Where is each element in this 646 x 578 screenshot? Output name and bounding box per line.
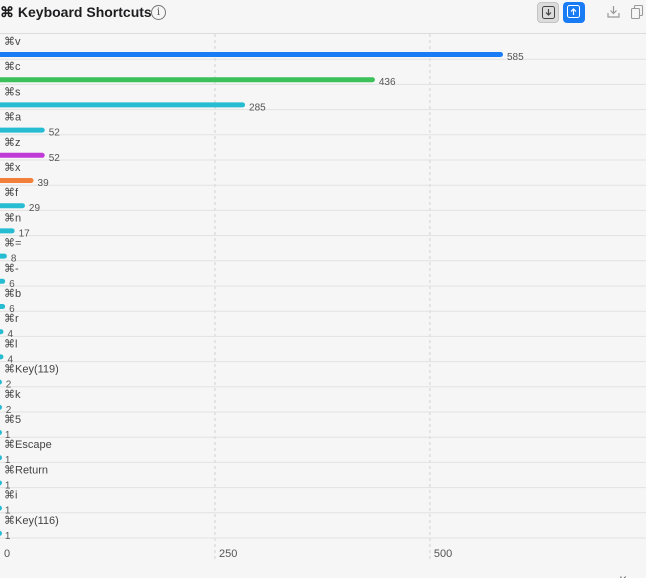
sort-descending-button[interactable] (537, 2, 559, 23)
category-label: ⌘a (4, 112, 22, 124)
bar (0, 102, 246, 108)
category-label: ⌘x (4, 162, 21, 174)
category-label: ⌘r (4, 313, 19, 325)
value-label: 1 (5, 506, 11, 517)
bar (0, 379, 2, 385)
download-icon (607, 6, 620, 18)
value-label: 17 (19, 228, 31, 239)
value-label: 1 (5, 480, 11, 491)
bar (0, 530, 2, 536)
value-label: 4 (7, 354, 13, 365)
bar (0, 278, 6, 284)
category-label: ⌘n (4, 212, 21, 224)
sort-ascending-button[interactable] (563, 2, 585, 23)
value-label: 1 (5, 531, 11, 542)
category-label: ⌘Return (4, 464, 48, 476)
x-axis-title: Keys (620, 575, 645, 578)
info-icon[interactable]: i (151, 5, 166, 20)
bar (0, 455, 2, 461)
value-label: 2 (6, 380, 12, 391)
value-label: 4 (7, 329, 13, 340)
value-label: 1 (5, 430, 11, 441)
value-label: 52 (49, 128, 61, 139)
bar (0, 329, 4, 335)
x-tick-label: 0 (4, 548, 10, 560)
bar (0, 505, 2, 511)
bar (0, 304, 6, 309)
bar (0, 77, 375, 83)
category-label: ⌘i (4, 490, 17, 502)
bar (0, 404, 2, 410)
category-label: ⌘Key(116) (4, 515, 59, 527)
bar (0, 253, 7, 259)
bar (0, 178, 34, 183)
category-label: ⌘v (4, 36, 21, 48)
bar (0, 203, 25, 209)
category-label: ⌘k (4, 389, 21, 401)
bar (0, 480, 2, 486)
category-label: ⌘z (4, 137, 21, 149)
value-label: 52 (49, 153, 61, 164)
sort-descending-icon (542, 6, 555, 19)
chart-title: ⌘ Keyboard Shortcuts (0, 4, 152, 20)
bar (0, 228, 15, 234)
header-divider (0, 33, 646, 34)
bar (0, 354, 4, 360)
value-label: 436 (379, 77, 396, 88)
category-label: ⌘Escape (4, 439, 52, 451)
category-label: ⌘l (4, 338, 17, 350)
bar (0, 52, 503, 57)
value-label: 2 (6, 405, 12, 416)
value-label: 8 (11, 254, 17, 265)
bar (0, 152, 45, 158)
category-label: ⌘5 (4, 414, 21, 426)
category-label: ⌘b (4, 288, 21, 300)
copy-button[interactable] (627, 2, 646, 23)
x-tick-label: 250 (219, 548, 237, 560)
bar (0, 430, 2, 435)
bar (0, 127, 45, 133)
value-label: 39 (38, 178, 50, 189)
sort-ascending-icon (567, 5, 580, 18)
category-label: ⌘f (4, 187, 19, 199)
category-label: ⌘= (4, 238, 21, 250)
category-label: ⌘Key(119) (4, 364, 59, 376)
value-label: 585 (507, 52, 524, 63)
value-label: 29 (29, 203, 41, 214)
download-button[interactable] (603, 2, 625, 23)
copy-icon (631, 5, 644, 20)
chart-header: ⌘ Keyboard Shortcuts i (0, 0, 646, 26)
value-label: 285 (249, 102, 266, 113)
value-label: 1 (5, 455, 11, 466)
value-label: 6 (9, 279, 15, 290)
category-label: ⌘c (4, 61, 21, 73)
category-label: ⌘- (4, 263, 19, 275)
x-tick-label: 500 (434, 548, 452, 560)
value-label: 6 (9, 304, 15, 315)
category-label: ⌘s (4, 86, 21, 98)
